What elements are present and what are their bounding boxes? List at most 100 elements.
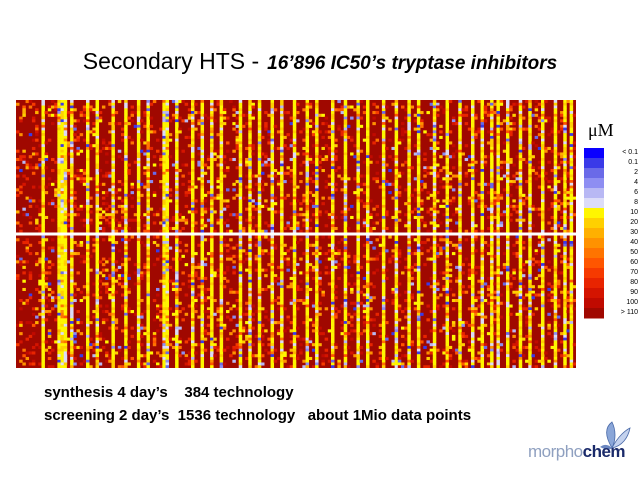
heatmap-cell bbox=[356, 202, 360, 206]
heatmap-cell bbox=[200, 298, 205, 303]
heatmap-cell bbox=[381, 199, 386, 203]
heatmap-cell bbox=[63, 329, 68, 333]
heatmap-cell bbox=[292, 185, 297, 189]
heatmap-cell bbox=[512, 174, 516, 178]
heatmap-cell bbox=[41, 177, 45, 181]
heatmap-cell bbox=[86, 323, 90, 327]
heatmap-cell bbox=[356, 135, 360, 139]
heatmap-cell bbox=[73, 282, 77, 286]
heatmap-cell bbox=[152, 340, 157, 344]
heatmap-cell bbox=[553, 116, 558, 120]
heatmap-cell bbox=[206, 218, 211, 222]
heatmap-cell bbox=[191, 152, 195, 156]
heatmap-cell bbox=[471, 215, 475, 219]
heatmap-cell bbox=[41, 279, 45, 283]
heatmap-cell bbox=[86, 334, 90, 338]
heatmap-cell bbox=[569, 171, 574, 175]
heatmap-cell bbox=[98, 332, 103, 336]
heatmap-cell bbox=[143, 124, 147, 128]
heatmap-cell bbox=[82, 224, 87, 228]
heatmap-cell bbox=[518, 155, 523, 159]
heatmap-cell bbox=[175, 177, 179, 181]
heatmap-cell bbox=[159, 221, 163, 225]
heatmap-cell bbox=[569, 174, 574, 178]
heatmap-cell bbox=[162, 133, 166, 137]
heatmap-cell bbox=[187, 351, 192, 355]
heatmap-cell bbox=[191, 141, 195, 145]
heatmap-cell bbox=[38, 210, 42, 214]
heatmap-cell bbox=[111, 138, 115, 142]
heatmap-cell bbox=[553, 111, 558, 115]
heatmap-cell bbox=[124, 127, 128, 131]
heatmap-cell bbox=[553, 113, 558, 117]
heatmap-cell bbox=[238, 202, 243, 206]
heatmap-cell bbox=[143, 113, 147, 117]
heatmap-cell bbox=[305, 135, 310, 139]
heatmap-cell bbox=[63, 246, 68, 250]
heatmap-cell bbox=[171, 226, 176, 231]
heatmap-cell bbox=[191, 263, 195, 267]
heatmap-cell bbox=[191, 243, 195, 247]
heatmap-cell bbox=[57, 254, 61, 258]
heatmap-cell bbox=[175, 296, 179, 300]
heatmap-cell bbox=[509, 180, 513, 184]
heatmap-cell bbox=[136, 318, 141, 322]
heatmap-cell bbox=[66, 224, 71, 228]
heatmap-cell bbox=[200, 174, 205, 178]
heatmap-cell bbox=[458, 133, 462, 137]
heatmap-cell bbox=[506, 169, 510, 173]
heatmap-cell bbox=[366, 127, 370, 131]
heatmap-cell bbox=[47, 298, 52, 303]
heatmap-cell bbox=[334, 215, 338, 219]
heatmap-cell bbox=[541, 188, 545, 192]
heatmap-cell bbox=[490, 210, 494, 214]
heatmap-cell bbox=[286, 224, 290, 228]
heatmap-cell bbox=[178, 100, 182, 104]
heatmap-cell bbox=[203, 193, 208, 197]
heatmap-cell bbox=[496, 149, 500, 153]
heatmap-cell bbox=[502, 213, 507, 217]
heatmap-cell bbox=[200, 282, 205, 286]
heatmap-cell bbox=[200, 257, 205, 261]
heatmap-cell bbox=[146, 265, 150, 269]
heatmap-cell bbox=[496, 100, 500, 104]
heatmap-cell bbox=[413, 215, 418, 219]
heatmap-cell bbox=[518, 166, 523, 170]
heatmap-cell bbox=[251, 152, 255, 156]
heatmap-cell bbox=[381, 157, 386, 162]
heatmap-cell bbox=[146, 274, 150, 278]
heatmap-cell bbox=[245, 257, 249, 261]
heatmap-cell bbox=[305, 174, 310, 178]
heatmap-cell bbox=[394, 169, 399, 173]
heatmap-cell bbox=[436, 102, 440, 106]
heatmap-cell bbox=[305, 204, 310, 208]
heatmap-cell bbox=[238, 257, 243, 261]
heatmap-cell bbox=[289, 180, 294, 184]
heatmap-cell bbox=[89, 105, 93, 109]
heatmap-cell bbox=[187, 304, 192, 308]
heatmap-cell bbox=[222, 348, 227, 352]
heatmap-cell bbox=[130, 334, 135, 338]
heatmap-cell bbox=[143, 149, 147, 153]
heatmap-cell bbox=[136, 312, 141, 316]
heatmap-cell bbox=[121, 215, 125, 219]
heatmap-cell bbox=[381, 102, 386, 106]
heatmap-cell bbox=[362, 111, 367, 115]
heatmap-cell bbox=[57, 185, 61, 189]
heatmap-cell bbox=[57, 348, 61, 352]
heatmap-cell bbox=[553, 138, 558, 142]
heatmap-cell bbox=[200, 182, 205, 186]
heatmap-cell bbox=[111, 359, 115, 363]
heatmap-cell bbox=[111, 155, 115, 159]
heatmap-cell bbox=[315, 100, 319, 104]
heatmap-cell bbox=[92, 133, 96, 137]
heatmap-cell bbox=[506, 124, 510, 128]
heatmap-cell bbox=[327, 182, 332, 186]
heatmap-cell bbox=[432, 218, 437, 222]
heatmap-cell bbox=[162, 218, 166, 222]
heatmap-cell bbox=[60, 296, 65, 300]
heatmap-cell bbox=[70, 144, 74, 148]
heatmap-cell bbox=[95, 229, 100, 233]
heatmap-cell bbox=[47, 113, 52, 117]
heatmap-cell bbox=[356, 215, 360, 219]
